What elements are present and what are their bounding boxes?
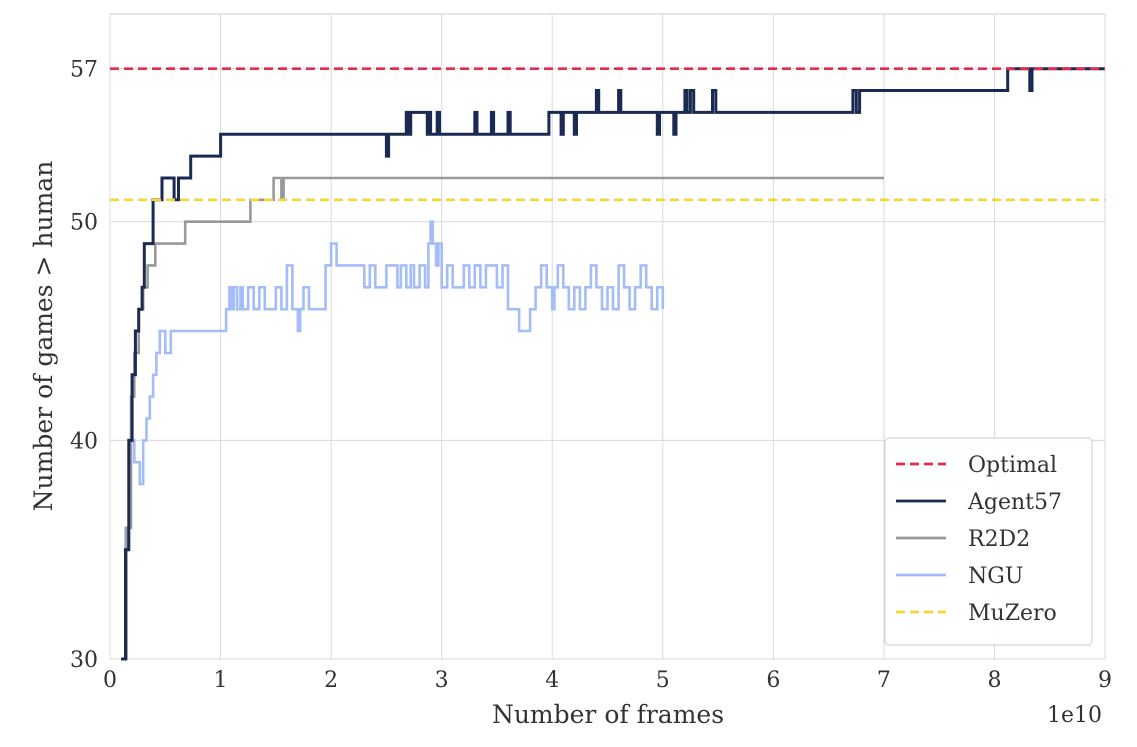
- legend-label-r2d2: R2D2: [968, 527, 1030, 552]
- series-layer: [110, 67, 1105, 661]
- x-tick-label: 3: [435, 668, 449, 693]
- x-axis-ticks: 0 1 2 3 4 5 6 7 8 9: [103, 668, 1112, 693]
- x-tick-label: 2: [324, 668, 338, 693]
- y-tick-label: 40: [70, 429, 98, 454]
- legend: Optimal Agent57 R2D2 NGU MuZero: [884, 437, 1093, 646]
- x-tick-label: 9: [1098, 668, 1112, 693]
- x-tick-label: 6: [766, 668, 780, 693]
- series-line-agent57: [121, 67, 1105, 661]
- legend-label-muzero: MuZero: [968, 601, 1057, 626]
- x-scale-label: 1e10: [1047, 703, 1102, 728]
- y-tick-label: 57: [70, 58, 98, 83]
- x-tick-label: 4: [545, 668, 559, 693]
- x-axis-title: Number of frames: [492, 700, 724, 729]
- y-tick-label: 30: [70, 648, 98, 673]
- x-tick-label: 1: [214, 668, 228, 693]
- y-axis-title: Number of games > human: [29, 161, 58, 512]
- series-line-ngu: [121, 220, 665, 661]
- x-tick-label: 0: [103, 668, 117, 693]
- y-axis-ticks: 30 40 50 57: [70, 58, 98, 673]
- x-tick-label: 7: [877, 668, 891, 693]
- legend-label-ngu: NGU: [968, 564, 1023, 589]
- x-tick-label: 8: [987, 668, 1001, 693]
- legend-box: [884, 437, 1093, 646]
- y-tick-label: 50: [70, 211, 98, 236]
- legend-label-optimal: Optimal: [968, 453, 1057, 478]
- x-tick-label: 5: [656, 668, 670, 693]
- legend-label-agent57: Agent57: [967, 490, 1062, 515]
